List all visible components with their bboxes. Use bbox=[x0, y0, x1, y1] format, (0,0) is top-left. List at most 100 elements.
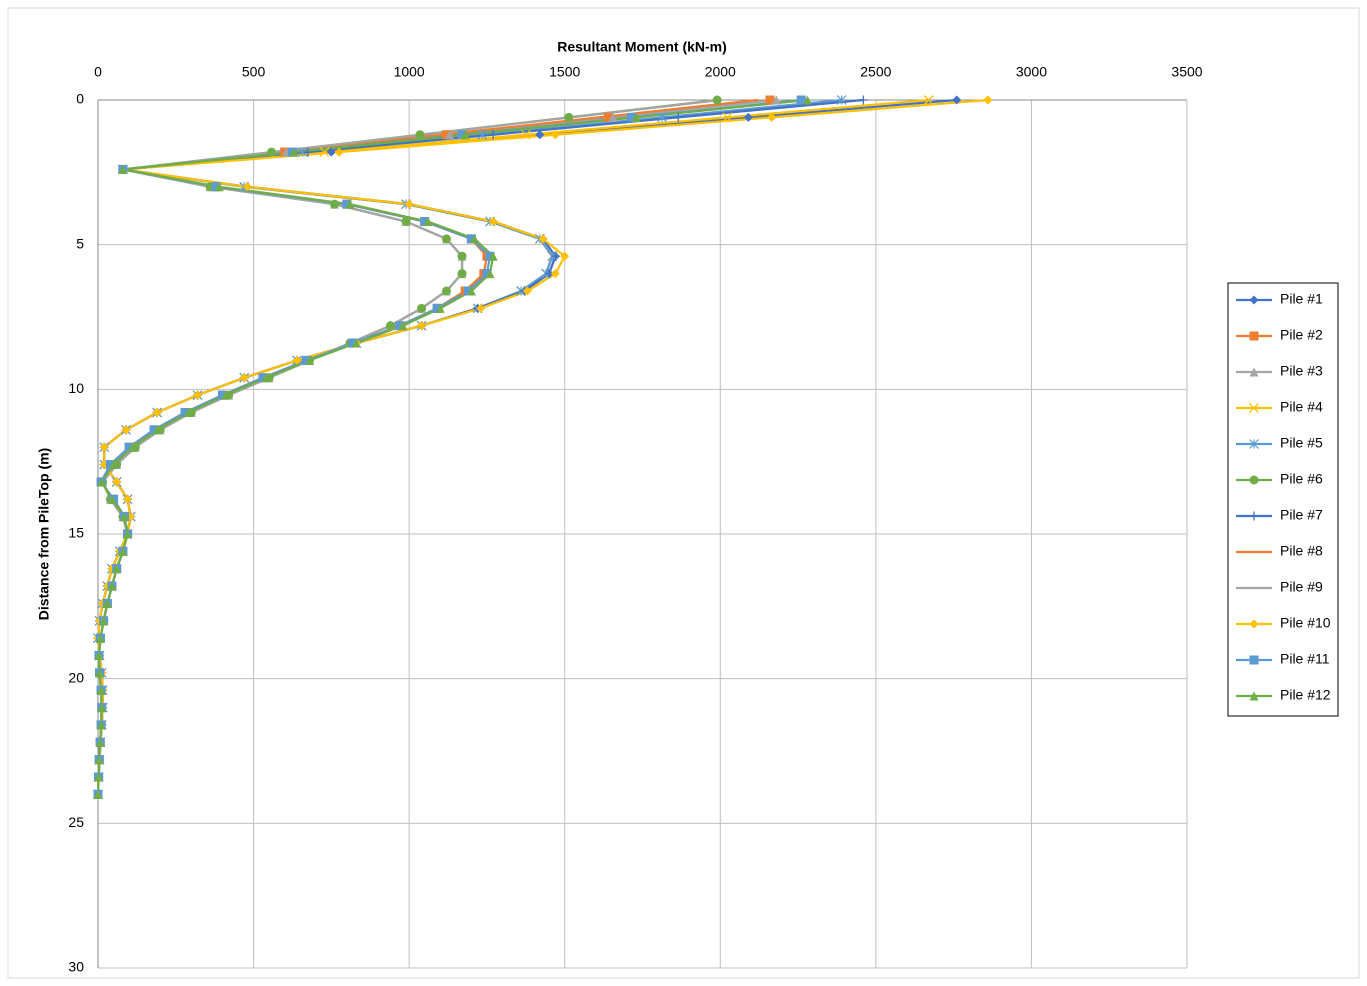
marker bbox=[673, 112, 683, 122]
marker bbox=[627, 112, 637, 122]
marker bbox=[466, 286, 476, 296]
marker bbox=[520, 129, 531, 140]
marker bbox=[242, 182, 252, 192]
x-tick-label: 3000 bbox=[1016, 64, 1047, 80]
legend-label: Pile #6 bbox=[1280, 471, 1323, 487]
marker bbox=[127, 442, 137, 452]
marker bbox=[334, 147, 344, 157]
marker bbox=[488, 251, 498, 261]
marker bbox=[560, 251, 570, 261]
marker bbox=[107, 581, 117, 591]
marker bbox=[105, 460, 115, 470]
legend-label: Pile #5 bbox=[1280, 435, 1323, 451]
marker bbox=[1249, 619, 1259, 629]
legend-label: Pile #3 bbox=[1280, 363, 1323, 379]
marker bbox=[183, 407, 193, 417]
marker bbox=[460, 130, 470, 140]
marker bbox=[466, 234, 476, 244]
marker bbox=[802, 95, 812, 105]
marker bbox=[767, 112, 777, 122]
legend-box bbox=[1227, 282, 1339, 717]
marker bbox=[404, 199, 414, 209]
marker bbox=[1249, 691, 1259, 701]
marker bbox=[217, 390, 227, 400]
marker bbox=[319, 147, 330, 158]
marker bbox=[96, 720, 106, 730]
marker bbox=[351, 338, 361, 348]
marker bbox=[657, 112, 668, 123]
marker bbox=[1249, 331, 1259, 341]
marker bbox=[112, 564, 122, 574]
marker bbox=[535, 130, 545, 140]
legend-label: Pile #12 bbox=[1280, 687, 1331, 703]
y-axis-label: Distance from PileTop (m) bbox=[36, 448, 52, 620]
marker bbox=[550, 251, 560, 261]
marker bbox=[123, 529, 133, 539]
marker bbox=[441, 286, 451, 296]
marker bbox=[342, 199, 352, 209]
marker bbox=[297, 147, 308, 158]
marker bbox=[96, 685, 106, 695]
y-tick-label: 20 bbox=[68, 669, 84, 685]
marker bbox=[796, 95, 806, 105]
marker bbox=[457, 251, 467, 261]
marker bbox=[1249, 367, 1259, 377]
y-tick-label: 10 bbox=[68, 380, 84, 396]
legend-label: Pile #1 bbox=[1280, 291, 1323, 307]
marker bbox=[550, 130, 560, 140]
marker bbox=[1249, 403, 1259, 413]
marker bbox=[522, 286, 532, 296]
marker bbox=[180, 407, 190, 417]
marker bbox=[1249, 295, 1259, 305]
legend-label: Pile #9 bbox=[1280, 579, 1323, 595]
marker bbox=[348, 338, 358, 348]
marker bbox=[395, 321, 405, 331]
chart-border bbox=[7, 7, 1360, 979]
marker bbox=[305, 355, 315, 365]
marker bbox=[415, 130, 425, 140]
marker bbox=[118, 164, 128, 174]
marker bbox=[94, 772, 104, 782]
marker bbox=[441, 234, 451, 244]
marker bbox=[292, 355, 302, 365]
marker bbox=[445, 130, 455, 140]
marker bbox=[435, 303, 445, 313]
marker bbox=[345, 199, 355, 209]
marker bbox=[441, 130, 451, 140]
marker bbox=[97, 477, 107, 487]
legend-label: Pile #10 bbox=[1280, 615, 1331, 631]
y-tick-label: 0 bbox=[76, 91, 84, 107]
marker bbox=[1249, 655, 1259, 665]
marker bbox=[109, 460, 119, 470]
marker bbox=[326, 147, 336, 157]
marker bbox=[99, 442, 109, 452]
x-axis-label: Resultant Moment (kN-m) bbox=[557, 39, 727, 55]
marker bbox=[952, 95, 962, 105]
marker bbox=[99, 616, 109, 626]
marker bbox=[193, 390, 203, 400]
marker bbox=[476, 303, 486, 313]
marker bbox=[477, 129, 488, 140]
marker bbox=[722, 112, 733, 123]
x-tick-label: 1000 bbox=[394, 64, 425, 80]
marker bbox=[485, 251, 495, 261]
marker bbox=[463, 286, 473, 296]
marker bbox=[121, 425, 131, 435]
y-tick-label: 30 bbox=[68, 959, 84, 975]
marker bbox=[119, 512, 129, 522]
marker bbox=[112, 477, 122, 487]
x-tick-label: 3500 bbox=[1171, 64, 1202, 80]
marker bbox=[417, 303, 427, 313]
marker bbox=[149, 425, 159, 435]
y-tick-label: 25 bbox=[68, 814, 84, 830]
marker bbox=[102, 598, 112, 608]
marker bbox=[267, 147, 277, 157]
marker bbox=[457, 269, 467, 279]
marker bbox=[123, 494, 133, 504]
legend-label: Pile #7 bbox=[1280, 507, 1323, 523]
marker bbox=[303, 147, 313, 157]
y-tick-label: 15 bbox=[68, 525, 84, 541]
y-tick-label: 5 bbox=[76, 235, 84, 251]
marker bbox=[550, 269, 560, 279]
marker bbox=[608, 112, 618, 122]
